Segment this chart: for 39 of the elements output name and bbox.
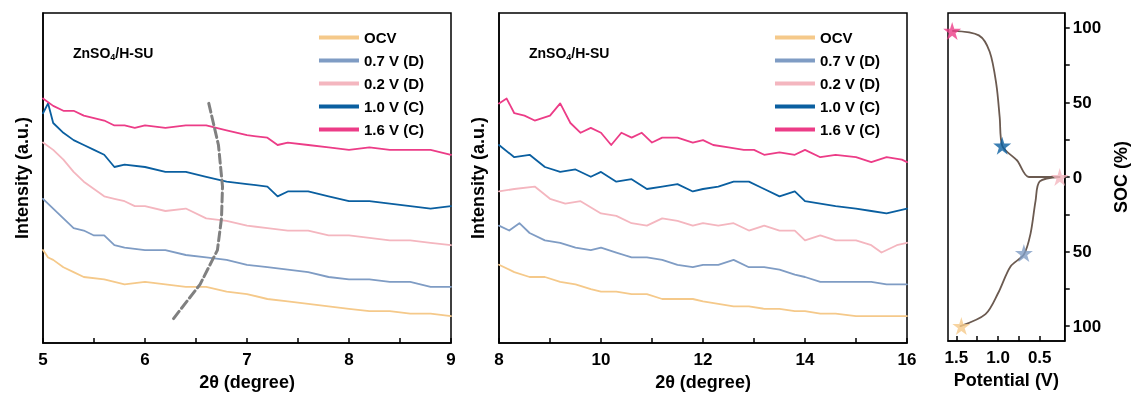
x-tick-label: 1.0 — [986, 348, 1010, 367]
point — [943, 21, 962, 40]
legend-label: 0.7 V (D) — [363, 52, 424, 69]
y-axis-title: SOC (%) — [1111, 140, 1131, 213]
point — [993, 136, 1012, 155]
legend-label: 0.7 V (D) — [819, 52, 880, 69]
x-axis-title: 2θ (degree) — [199, 372, 295, 392]
y-tick-label: 100 — [1072, 316, 1102, 336]
x-axis-title: Potential (V) — [953, 370, 1059, 390]
legend-label: OCV — [363, 29, 397, 46]
x-tick-label: 10 — [591, 350, 611, 369]
point — [1050, 168, 1069, 186]
legend-label: 1.6 V (C) — [819, 121, 880, 138]
y-tick-label: 0 — [1072, 167, 1083, 187]
x-tick-label: 16 — [897, 350, 917, 369]
legend-label: 1.0 V (C) — [819, 98, 880, 115]
x-tick-label: 8 — [494, 350, 504, 369]
x-tick-label: 8 — [344, 350, 354, 369]
x-tick-label: 5 — [38, 350, 48, 369]
legend-label: 1.6 V (C) — [363, 121, 424, 138]
legend-label: 1.0 V (C) — [363, 98, 424, 115]
point — [1014, 244, 1033, 263]
legend-label: 0.2 V (D) — [363, 75, 424, 92]
x-tick-label: 6 — [140, 350, 150, 369]
y-axis-title: Intensity (a.u.) — [12, 116, 32, 240]
x-axis-title: 2θ (degree) — [655, 372, 751, 392]
point — [952, 317, 971, 336]
x-tick-label: 0.5 — [1027, 348, 1052, 367]
x-tick-label: 7 — [242, 350, 252, 369]
y-axis-title: Intensity (a.u.) — [468, 116, 488, 240]
y-tick-label: 50 — [1072, 242, 1092, 262]
legend-label: OCV — [819, 29, 853, 46]
x-tick-label: 9 — [446, 350, 456, 369]
x-tick-label: 1.5 — [944, 348, 969, 367]
y-tick-label: 100 — [1072, 18, 1102, 38]
x-tick-label: 14 — [795, 350, 815, 369]
y-tick-label: 50 — [1072, 92, 1092, 112]
legend-label: 0.2 V (D) — [819, 75, 880, 92]
x-tick-label: 12 — [693, 350, 713, 369]
